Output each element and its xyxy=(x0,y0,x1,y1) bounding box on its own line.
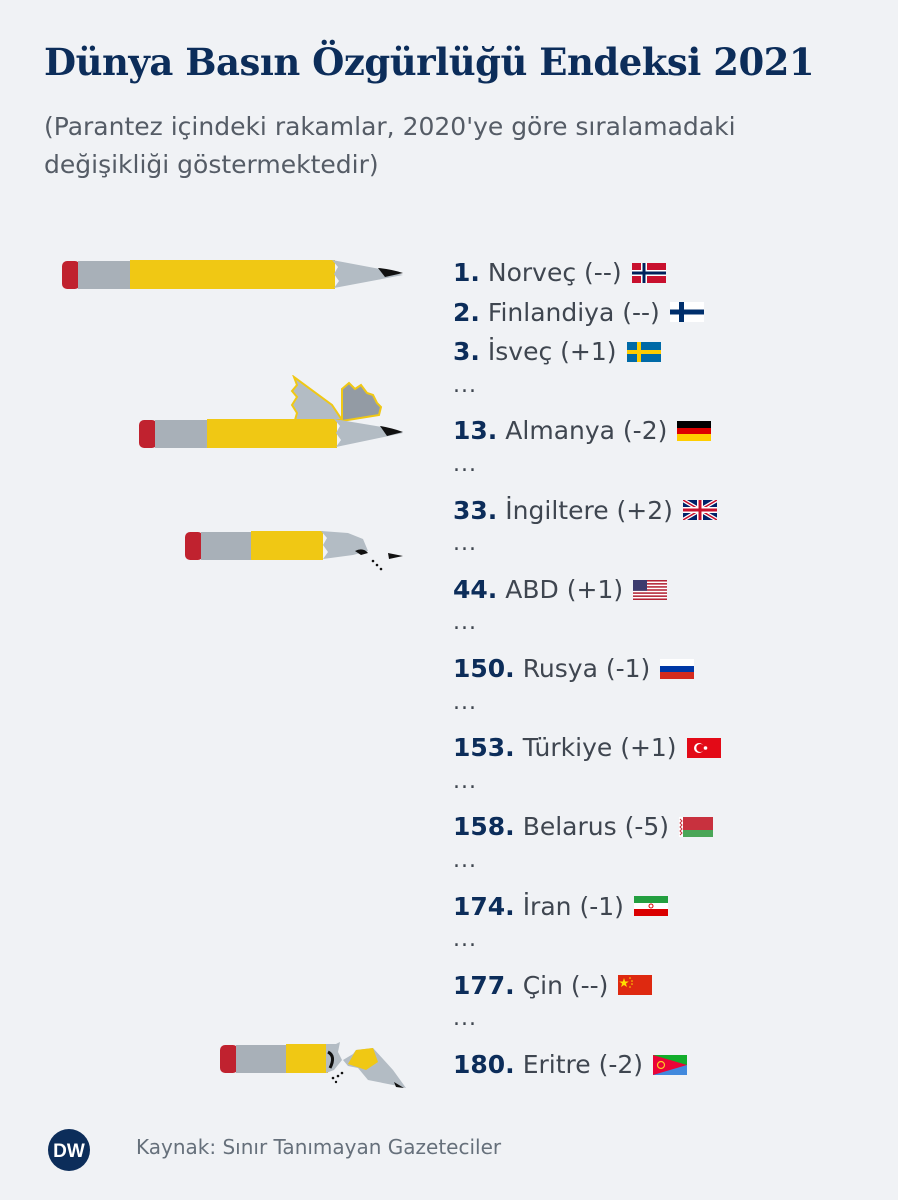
ranking-row: 150. Rusya (-1) xyxy=(453,649,721,689)
ranking-row: 13. Almanya (-2) xyxy=(453,411,721,451)
rank-number: 177. xyxy=(453,970,515,1000)
country-label: Çin (--) xyxy=(522,970,609,1000)
sweden-flag-icon xyxy=(626,341,661,362)
china-flag-icon xyxy=(618,975,653,996)
rank-number: 3. xyxy=(453,337,480,367)
ellipsis-separator: ... xyxy=(453,927,477,953)
ellipsis-separator: ... xyxy=(453,1006,477,1032)
ranking-row: 2. Finlandiya (--) xyxy=(453,293,721,333)
finland-flag-icon xyxy=(669,302,704,323)
country-label: Norveç (--) xyxy=(487,258,622,287)
belarus-flag-icon xyxy=(679,817,714,838)
country-label: ABD (+1) xyxy=(505,574,624,604)
rank-number: 174. xyxy=(453,891,515,921)
page-title: Dünya Basın Özgürlüğü Endeksi 2021 xyxy=(44,40,815,84)
rankings-list: 1. Norveç (--) 2. Finlandiya (--) 3. İsveç (+… xyxy=(453,253,721,1084)
ellipsis-separator: ... xyxy=(453,531,477,557)
country-label: Türkiye (+1) xyxy=(522,733,677,763)
rank-number: 1. xyxy=(453,258,480,287)
rank-number: 150. xyxy=(453,653,515,683)
rank-number: 180. xyxy=(453,1049,515,1079)
country-label: İran (-1) xyxy=(522,891,624,921)
rank-number: 2. xyxy=(453,297,480,327)
rank-number: 158. xyxy=(453,812,515,842)
ranking-row: 153. Türkiye (+1) xyxy=(453,728,721,768)
ellipsis-separator: ... xyxy=(453,689,477,715)
rank-number: 33. xyxy=(453,495,498,525)
subtitle: (Parantez içindeki rakamlar, 2020'ye gör… xyxy=(44,112,736,179)
country-label: Finlandiya (--) xyxy=(487,297,660,327)
source-note: Kaynak: Sınır Tanımayan Gazeteciler xyxy=(136,1135,502,1159)
usa-flag-icon xyxy=(633,579,668,600)
eritrea-flag-icon xyxy=(653,1054,687,1075)
pencil-intact-illustration xyxy=(62,260,403,289)
rank-number: 13. xyxy=(453,416,498,446)
ranking-row: 177. Çin (--) xyxy=(453,966,721,1006)
germany-flag-icon xyxy=(677,421,712,442)
rank-number: 44. xyxy=(453,574,498,604)
country-label: İngiltere (+2) xyxy=(505,495,673,525)
norway-flag-icon xyxy=(631,262,666,283)
svg-text:DW: DW xyxy=(53,1141,85,1162)
ranking-row: 1. Norveç (--) xyxy=(453,253,721,293)
rank-number: 153. xyxy=(453,733,515,763)
pencil-broken-tip-illustration xyxy=(185,531,403,571)
country-label: Eritre (-2) xyxy=(522,1049,643,1079)
ellipsis-separator: ... xyxy=(453,847,477,873)
country-label: İsveç (+1) xyxy=(487,337,617,367)
ellipsis-separator: ... xyxy=(453,451,477,477)
country-label: Almanya (-2) xyxy=(505,416,668,446)
ranking-row: 3. İsveç (+1) xyxy=(453,332,721,372)
ranking-row: 158. Belarus (-5) xyxy=(453,807,721,847)
turkey-flag-icon xyxy=(686,737,721,758)
pencil-sharpened-illustration xyxy=(139,375,403,448)
russia-flag-icon xyxy=(660,658,695,679)
country-label: Belarus (-5) xyxy=(522,812,670,842)
country-label: Rusya (-1) xyxy=(522,653,651,683)
iran-flag-icon xyxy=(633,896,668,917)
ellipsis-separator: ... xyxy=(453,768,477,794)
ellipsis-separator: ... xyxy=(453,372,477,398)
ranking-row: 33. İngiltere (+2) xyxy=(453,491,721,531)
ranking-row: 180. Eritre (-2) xyxy=(453,1045,721,1085)
pencil-snapped-illustration xyxy=(220,1042,406,1088)
uk-flag-icon xyxy=(682,500,717,521)
ranking-row: 44. ABD (+1) xyxy=(453,570,721,610)
ranking-row: 174. İran (-1) xyxy=(453,887,721,927)
dw-logo: DW xyxy=(48,1129,90,1171)
ellipsis-separator: ... xyxy=(453,610,477,636)
